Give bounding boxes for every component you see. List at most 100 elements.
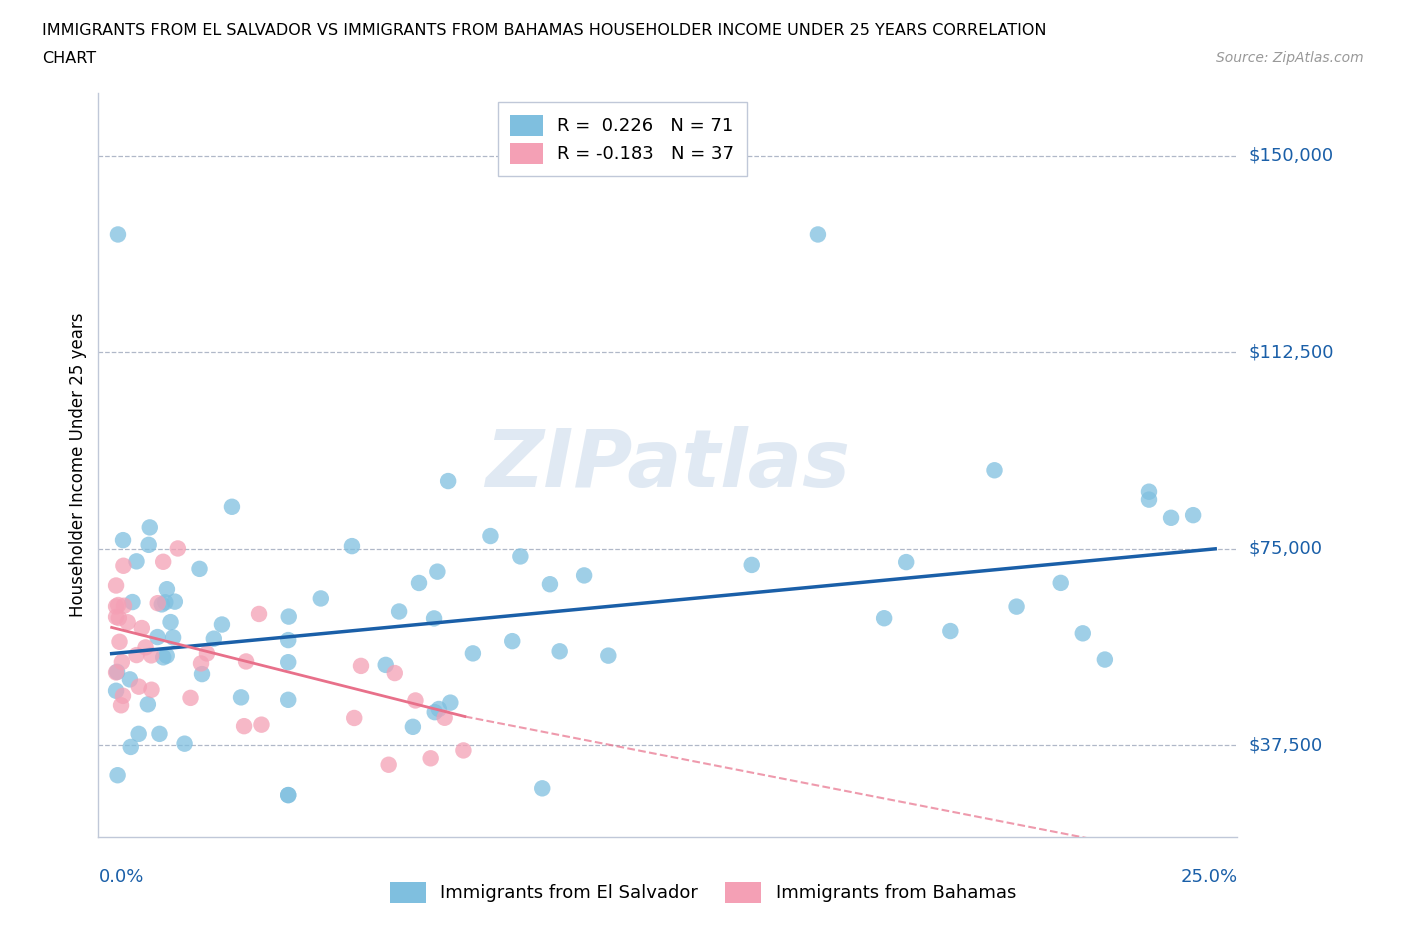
Point [807, 227, 830, 242]
Point [388, 604, 411, 619]
Point [896, 554, 918, 569]
Point [111, 688, 134, 703]
Point [277, 788, 299, 803]
Text: IMMIGRANTS FROM EL SALVADOR VS IMMIGRANTS FROM BAHAMAS HOUSEHOLDER INCOME UNDER : IMMIGRANTS FROM EL SALVADOR VS IMMIGRANT… [42, 23, 1046, 38]
Point [141, 683, 163, 698]
Point [128, 726, 150, 741]
Point [112, 558, 135, 573]
Text: 25.0%: 25.0% [1180, 869, 1237, 886]
Point [146, 630, 169, 644]
Point [250, 717, 273, 732]
Point [156, 648, 179, 663]
Point [135, 640, 157, 655]
Point [538, 577, 561, 591]
Text: $150,000: $150,000 [1249, 147, 1333, 165]
Point [117, 615, 139, 630]
Point [105, 578, 128, 593]
Point [191, 667, 214, 682]
Point [1094, 652, 1116, 667]
Point [131, 620, 153, 635]
Point [423, 611, 446, 626]
Point [188, 562, 211, 577]
Point [939, 624, 962, 639]
Point [146, 596, 169, 611]
Point [741, 557, 763, 572]
Point [453, 743, 475, 758]
Point [343, 711, 366, 725]
Point [111, 655, 134, 670]
Point [202, 631, 225, 646]
Y-axis label: Householder Income Under 25 years: Householder Income Under 25 years [69, 312, 87, 618]
Point [141, 648, 163, 663]
Point [427, 701, 450, 716]
Text: 0.0%: 0.0% [98, 869, 143, 886]
Point [107, 227, 129, 242]
Point [221, 499, 243, 514]
Point [247, 606, 270, 621]
Point [461, 646, 484, 661]
Point [105, 665, 128, 680]
Text: CHART: CHART [42, 51, 96, 66]
Point [163, 594, 186, 609]
Point [408, 576, 430, 591]
Point [155, 595, 177, 610]
Point [229, 690, 252, 705]
Point [548, 644, 571, 658]
Point [118, 672, 141, 687]
Point [377, 757, 399, 772]
Point [983, 463, 1005, 478]
Point [128, 679, 150, 694]
Point [509, 549, 531, 564]
Point [112, 598, 135, 613]
Point [125, 554, 148, 569]
Point [384, 666, 406, 681]
Point [121, 594, 143, 609]
Point [426, 565, 449, 579]
Point [105, 684, 128, 698]
Point [138, 538, 160, 552]
Point [598, 648, 620, 663]
Point [107, 768, 129, 783]
Point [277, 609, 299, 624]
Point [350, 658, 373, 673]
Point [159, 615, 181, 630]
Point [180, 690, 202, 705]
Text: $37,500: $37,500 [1249, 737, 1323, 754]
Point [166, 541, 188, 556]
Point [572, 568, 595, 583]
Point [309, 591, 332, 605]
Point [873, 611, 896, 626]
Point [125, 647, 148, 662]
Point [110, 698, 132, 712]
Text: Source: ZipAtlas.com: Source: ZipAtlas.com [1216, 51, 1364, 65]
Point [340, 538, 363, 553]
Text: $75,000: $75,000 [1249, 539, 1323, 558]
Point [235, 654, 257, 669]
Point [108, 634, 131, 649]
Point [136, 697, 159, 711]
Point [419, 751, 441, 765]
Text: $112,500: $112,500 [1249, 343, 1334, 362]
Point [277, 692, 299, 707]
Point [433, 711, 456, 725]
Point [1182, 508, 1205, 523]
Point [107, 598, 129, 613]
Point [211, 618, 233, 632]
Point [277, 655, 299, 670]
Point [1049, 576, 1071, 591]
Point [402, 720, 425, 735]
Legend: R =  0.226   N = 71, R = -0.183   N = 37: R = 0.226 N = 71, R = -0.183 N = 37 [498, 102, 747, 177]
Point [108, 611, 131, 626]
Point [1137, 485, 1160, 499]
Point [173, 737, 195, 751]
Point [404, 693, 426, 708]
Point [277, 632, 299, 647]
Point [148, 726, 170, 741]
Point [156, 582, 179, 597]
Point [437, 473, 460, 488]
Point [479, 528, 502, 543]
Point [105, 599, 128, 614]
Legend: Immigrants from El Salvador, Immigrants from Bahamas: Immigrants from El Salvador, Immigrants … [381, 872, 1025, 911]
Point [152, 554, 174, 569]
Point [139, 520, 162, 535]
